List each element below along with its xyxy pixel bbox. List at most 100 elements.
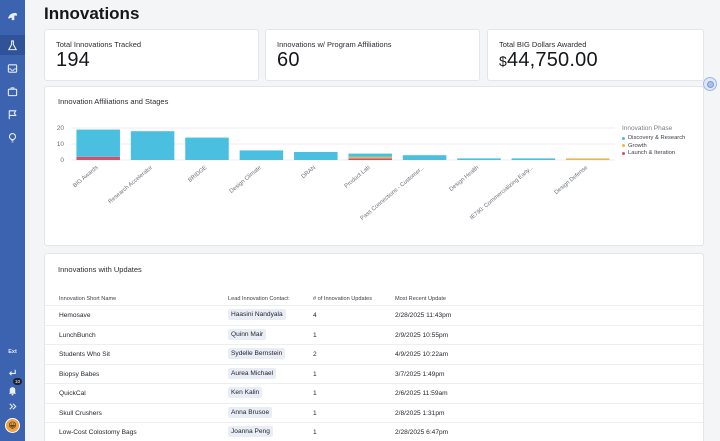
table-row[interactable]: LunchBunch Quinn Mair 1 2/9/2025 10:55pm (45, 324, 703, 345)
update-count: 1 (313, 331, 317, 339)
assistant-button[interactable] (703, 77, 717, 91)
innovation-name[interactable]: Students Who Sit (59, 351, 110, 358)
bar-segment[interactable] (348, 156, 392, 159)
stat-label: Innovations w/ Program Affiliations (277, 40, 392, 49)
innovation-name[interactable]: Low-Cost Colostomy Bags (59, 429, 137, 436)
bar-segment[interactable] (76, 156, 120, 160)
y-tick-label: 20 (57, 125, 65, 132)
contact-chip[interactable]: Sydelle Bernstein (228, 348, 286, 359)
contact-chip[interactable]: Quinn Mair (228, 328, 267, 340)
stat-value: 194 (56, 49, 90, 71)
bar-segment[interactable] (402, 155, 447, 160)
stat-label: Total Innovations Tracked (56, 40, 142, 49)
contact-chip[interactable]: Ken Kalin (228, 387, 263, 398)
bar-segment[interactable] (348, 153, 392, 157)
column-header[interactable]: Innovation Short Name (59, 296, 117, 302)
update-count: 1 (313, 409, 317, 417)
flag-icon[interactable] (0, 104, 25, 124)
legend-item[interactable]: Growth (622, 143, 685, 149)
bar-segment[interactable] (76, 129, 120, 157)
innovation-name[interactable]: Skull Crushers (59, 409, 102, 417)
x-tick-label: Product Lab (344, 165, 372, 190)
recent-update-date: 2/8/2025 1:31pm (395, 409, 445, 417)
update-count: 1 (313, 370, 317, 378)
user-avatar[interactable]: 😀 (5, 418, 20, 433)
table-row[interactable]: Skull Crushers Anna Brusoe 1 2/8/2025 1:31p… (45, 402, 703, 423)
innovation-name[interactable]: LunchBunch (59, 331, 96, 339)
table-row[interactable]: Low-Cost Colostomy Bags Joanna Peng 1 2/28/… (45, 422, 703, 441)
recent-update-date: 2/28/2025 6:47pm (395, 429, 449, 436)
updates-title: Innovations with Updates (58, 265, 142, 274)
y-tick-label: 10 (57, 141, 65, 148)
inbox-icon[interactable] (0, 58, 25, 78)
legend-item[interactable]: Discovery & Research (622, 135, 685, 141)
logo-icon[interactable] (0, 6, 25, 26)
stat-card-program-affiliations: Innovations w/ Program Affiliations 60 (265, 29, 480, 81)
stat-label: Total BIG Dollars Awarded (499, 40, 587, 49)
legend-swatch-launch (622, 151, 625, 155)
chart-legend: Innovation Phase Discovery & Research Gr… (622, 125, 685, 158)
bar-segment[interactable] (294, 152, 338, 160)
x-tick-label: IE790: Commercializing Early... (469, 165, 535, 222)
table-row[interactable]: Biopsy Babes Aurea Michael 1 3/7/2025 1:49p… (45, 363, 703, 384)
contact-chip[interactable]: Aurea Michael (228, 367, 277, 379)
x-tick-label: DRAN (301, 165, 317, 180)
table-row[interactable]: Students Who Sit Sydelle Bernstein 2 4/9/20… (45, 344, 703, 364)
x-tick-label: BRIDGE (187, 165, 208, 184)
x-tick-label: Design Health (449, 165, 481, 193)
notifications-button[interactable]: 10 (0, 378, 25, 400)
update-count: 2 (313, 351, 317, 358)
contact-chip[interactable]: Anna Brusoe (228, 406, 273, 418)
stat-value: 60 (277, 49, 300, 71)
affiliations-chart: 0 10 20 BIG Awards Research Accelerator BRIDG… (57, 125, 615, 222)
stat-card-total-innovations: Total Innovations Tracked 194 (44, 29, 259, 81)
ext-button[interactable]: Ext (0, 342, 25, 362)
bar-segment[interactable] (239, 150, 284, 160)
flask-icon[interactable] (0, 35, 25, 55)
recent-update-date: 2/9/2025 10:55pm (395, 331, 449, 339)
innovation-name[interactable]: Hemosave (59, 312, 91, 319)
innovation-name[interactable]: Biopsy Babes (59, 370, 100, 378)
assistant-icon (706, 80, 714, 88)
bar-segment[interactable] (185, 137, 229, 160)
bar-segment[interactable] (457, 158, 501, 160)
recent-update-date: 4/9/2025 10:22am (395, 351, 449, 358)
briefcase-icon[interactable] (0, 81, 25, 101)
y-tick-label: 0 (60, 157, 64, 164)
currency-symbol: $ (499, 53, 507, 69)
legend-swatch-growth (622, 144, 625, 147)
bar-segment[interactable] (566, 158, 610, 160)
chart-card: Innovation Affiliations and Stages 0 10 20… (44, 86, 704, 246)
legend-swatch-discovery (622, 136, 625, 140)
stat-value-number: 44,750.00 (507, 49, 598, 71)
lightbulb-icon[interactable] (0, 127, 25, 147)
chart-title: Innovation Affiliations and Stages (58, 97, 169, 106)
return-icon[interactable] (0, 362, 25, 382)
legend-label: Growth (628, 142, 647, 149)
innovation-name[interactable]: QuickCal (59, 390, 86, 397)
bar-segment[interactable] (348, 158, 392, 160)
update-count: 1 (313, 390, 317, 397)
bar-segment[interactable] (130, 131, 175, 160)
page-title: Innovations (44, 4, 140, 23)
update-count: 4 (313, 312, 317, 319)
expand-sidebar-icon[interactable] (0, 396, 25, 416)
column-header[interactable]: Most Recent Update (395, 296, 446, 302)
recent-update-date: 3/7/2025 1:49pm (395, 370, 445, 378)
x-tick-label: Research Accelerator (108, 165, 154, 205)
table-row[interactable]: Hemosave Haasini Nandyala 4 2/28/2025 11:43… (45, 305, 703, 325)
legend-label: Launch & Iteration (628, 150, 676, 156)
bar-segment[interactable] (511, 158, 556, 160)
column-header[interactable]: # of Innovation Updates (313, 296, 373, 302)
table-row[interactable]: QuickCal Ken Kalin 1 2/6/2025 11:59am (45, 383, 703, 403)
column-header[interactable]: Lead Innovation Contact (228, 296, 289, 302)
x-tick-label: BIG Awards (72, 165, 99, 189)
contact-chip[interactable]: Haasini Nandyala (228, 309, 286, 320)
recent-update-date: 2/6/2025 11:59am (395, 390, 448, 397)
stat-card-big-dollars: Total BIG Dollars Awarded $44,750.00 (487, 29, 704, 81)
contact-chip[interactable]: Joanna Peng (228, 426, 273, 437)
updates-card: Innovations with Updates Innovation Shor… (44, 253, 704, 441)
legend-item[interactable]: Launch & Iteration (622, 150, 685, 156)
sidebar: Ext 10 😀 (0, 0, 25, 441)
x-tick-label: Design Climate (229, 165, 263, 195)
